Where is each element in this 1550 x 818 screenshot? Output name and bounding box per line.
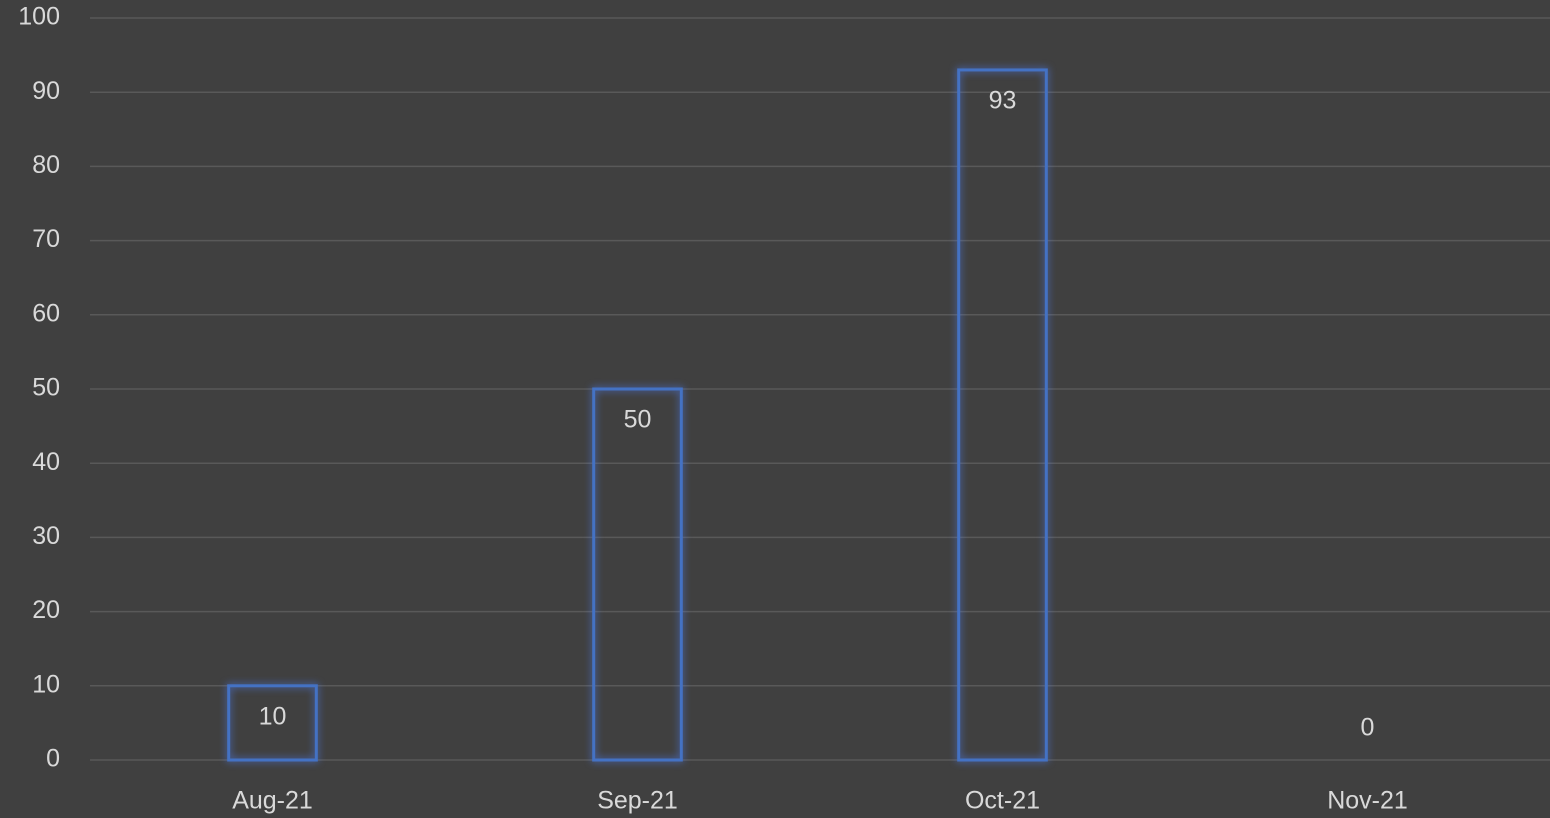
y-tick-label: 30: [32, 522, 60, 550]
y-tick-label: 50: [32, 374, 60, 402]
bar: [592, 387, 683, 762]
data-label: 50: [624, 406, 652, 434]
x-tick-label: Aug-21: [232, 787, 313, 815]
y-tick-label: 100: [18, 3, 60, 31]
x-tick-label: Sep-21: [597, 787, 678, 815]
y-tick-label: 80: [32, 151, 60, 179]
data-label: 0: [1361, 714, 1375, 742]
x-tick-label: Oct-21: [965, 787, 1040, 815]
y-tick-label: 10: [32, 670, 60, 698]
bar: [227, 684, 318, 762]
y-tick-label: 90: [32, 77, 60, 105]
y-tick-label: 0: [46, 745, 60, 773]
y-tick-label: 70: [32, 225, 60, 253]
y-tick-label: 60: [32, 299, 60, 327]
y-tick-label: 20: [32, 596, 60, 624]
bar: [957, 68, 1048, 762]
data-label: 93: [989, 87, 1017, 115]
y-tick-label: 40: [32, 448, 60, 476]
x-tick-label: Nov-21: [1327, 787, 1408, 815]
data-label: 10: [259, 702, 287, 730]
